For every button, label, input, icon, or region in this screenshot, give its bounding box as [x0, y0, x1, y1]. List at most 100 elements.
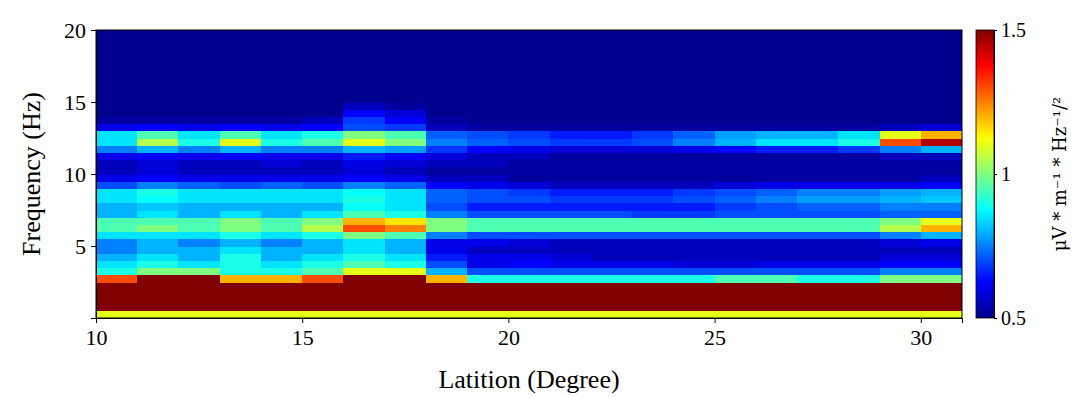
cell	[385, 203, 427, 211]
cell	[550, 116, 592, 124]
cell	[756, 239, 798, 247]
cell	[343, 203, 385, 211]
tick-mark	[91, 102, 96, 103]
cell	[508, 217, 550, 225]
cell	[797, 311, 839, 318]
cell	[467, 253, 509, 261]
cell	[261, 196, 303, 204]
cell	[426, 145, 468, 153]
cell	[715, 210, 757, 218]
cell	[96, 260, 138, 268]
cell	[385, 116, 427, 124]
cell	[261, 282, 303, 290]
cell	[96, 296, 138, 304]
cell	[508, 152, 550, 160]
cell	[797, 246, 839, 254]
cell	[591, 109, 633, 117]
cell	[880, 289, 922, 297]
cell	[632, 304, 674, 312]
cell	[797, 224, 839, 232]
cell	[715, 152, 757, 160]
cell	[343, 289, 385, 297]
cell	[343, 174, 385, 182]
cell	[550, 210, 592, 218]
cell	[921, 268, 962, 276]
cell	[550, 311, 592, 318]
cell	[137, 253, 179, 261]
cell	[715, 30, 757, 103]
cell	[756, 167, 798, 175]
cell	[921, 224, 962, 232]
cell	[632, 152, 674, 160]
cell	[385, 102, 427, 110]
axis-line	[91, 31, 97, 319]
cell	[838, 109, 880, 117]
cell	[137, 124, 179, 132]
cell	[756, 260, 798, 268]
tick: 1.5	[994, 19, 1026, 41]
cell	[508, 167, 550, 175]
cell	[385, 224, 427, 232]
cell	[921, 232, 962, 240]
cell	[673, 232, 715, 240]
cell	[426, 116, 468, 124]
cell	[178, 131, 220, 139]
cell	[467, 124, 509, 132]
cell	[178, 152, 220, 160]
cell	[756, 152, 798, 160]
cell	[137, 196, 179, 204]
cell	[137, 145, 179, 153]
cell	[673, 196, 715, 204]
cell	[797, 282, 839, 290]
cell	[426, 160, 468, 168]
cell	[220, 167, 262, 175]
tick-mark	[508, 318, 509, 323]
cell	[467, 239, 509, 247]
cell	[673, 160, 715, 168]
cell	[838, 268, 880, 276]
cell	[467, 296, 509, 304]
cell	[797, 260, 839, 268]
cell	[508, 203, 550, 211]
cell	[921, 239, 962, 247]
cell	[880, 260, 922, 268]
cell	[797, 188, 839, 196]
cell	[797, 268, 839, 276]
cell	[632, 102, 674, 110]
plot-background	[96, 30, 962, 318]
cell	[673, 224, 715, 232]
cell	[137, 311, 179, 318]
cell	[343, 246, 385, 254]
cell	[178, 109, 220, 117]
tick: 20	[498, 318, 520, 350]
cell	[508, 304, 550, 312]
cell	[838, 160, 880, 168]
cell	[467, 196, 509, 204]
cell	[178, 203, 220, 211]
cell	[385, 174, 427, 182]
tick: 10	[64, 162, 96, 187]
cell	[797, 203, 839, 211]
cell	[426, 311, 468, 318]
cell	[880, 109, 922, 117]
cell	[508, 246, 550, 254]
tick: 15	[292, 318, 314, 350]
cell	[756, 304, 798, 312]
cell	[261, 109, 303, 117]
cell	[715, 174, 757, 182]
cell	[550, 275, 592, 283]
plot-frame	[96, 30, 962, 318]
tick-mark	[91, 246, 96, 247]
cell	[550, 224, 592, 232]
cell	[96, 304, 138, 312]
tick-label: 5	[75, 234, 86, 259]
cell	[96, 239, 138, 247]
cell	[261, 311, 303, 318]
cell	[880, 188, 922, 196]
cell	[508, 181, 550, 189]
cell	[797, 116, 839, 124]
cell	[178, 268, 220, 276]
cell	[343, 275, 385, 283]
cell	[385, 260, 427, 268]
cell	[632, 124, 674, 132]
